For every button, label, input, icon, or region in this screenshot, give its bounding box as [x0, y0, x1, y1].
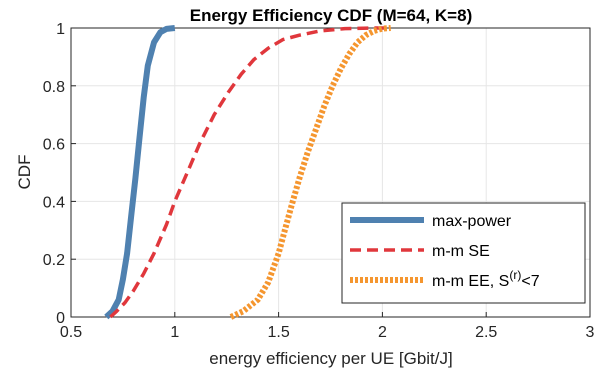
series-lines [104, 25, 391, 320]
x-tick-label: 1 [170, 324, 179, 341]
y-tick-label: 0.4 [43, 194, 65, 211]
y-axis-label: CDF [15, 155, 34, 190]
x-tick-label: 3 [586, 324, 595, 341]
plot-area-frame [70, 27, 591, 318]
x-tick-label: 2.5 [475, 324, 497, 341]
series-line-2 [109, 26, 387, 319]
chart-title: Energy Efficiency CDF (M=64, K=8) [190, 6, 472, 25]
y-tick-label: 0.8 [43, 79, 65, 96]
x-tick-label: 2 [378, 324, 387, 341]
y-tick-label: 0.2 [43, 252, 65, 269]
y-tick-label: 0 [56, 310, 65, 327]
x-ticks: 0.5 1 1.5 2 2.5 3 [60, 312, 595, 341]
y-tick-label: 0.6 [43, 137, 65, 154]
x-tick-label: 0.5 [60, 324, 82, 341]
legend-label-3: m-m EE, S(r)<7 [432, 268, 540, 290]
series-line-3 [229, 25, 391, 320]
x-tick-label: 1.5 [267, 324, 289, 341]
series-line-1 [104, 25, 176, 320]
legend-label-1: max-power [432, 213, 512, 230]
x-axis-label: energy efficiency per UE [Gbit/J] [209, 349, 452, 368]
legend: max-power m-m SE m-m EE, S(r)<7 [341, 202, 586, 304]
legend-label-2: m-m SE [432, 243, 490, 260]
y-tick-label: 1 [56, 21, 65, 38]
y-ticks: 0 0.2 0.4 0.6 0.8 1 [43, 21, 76, 327]
